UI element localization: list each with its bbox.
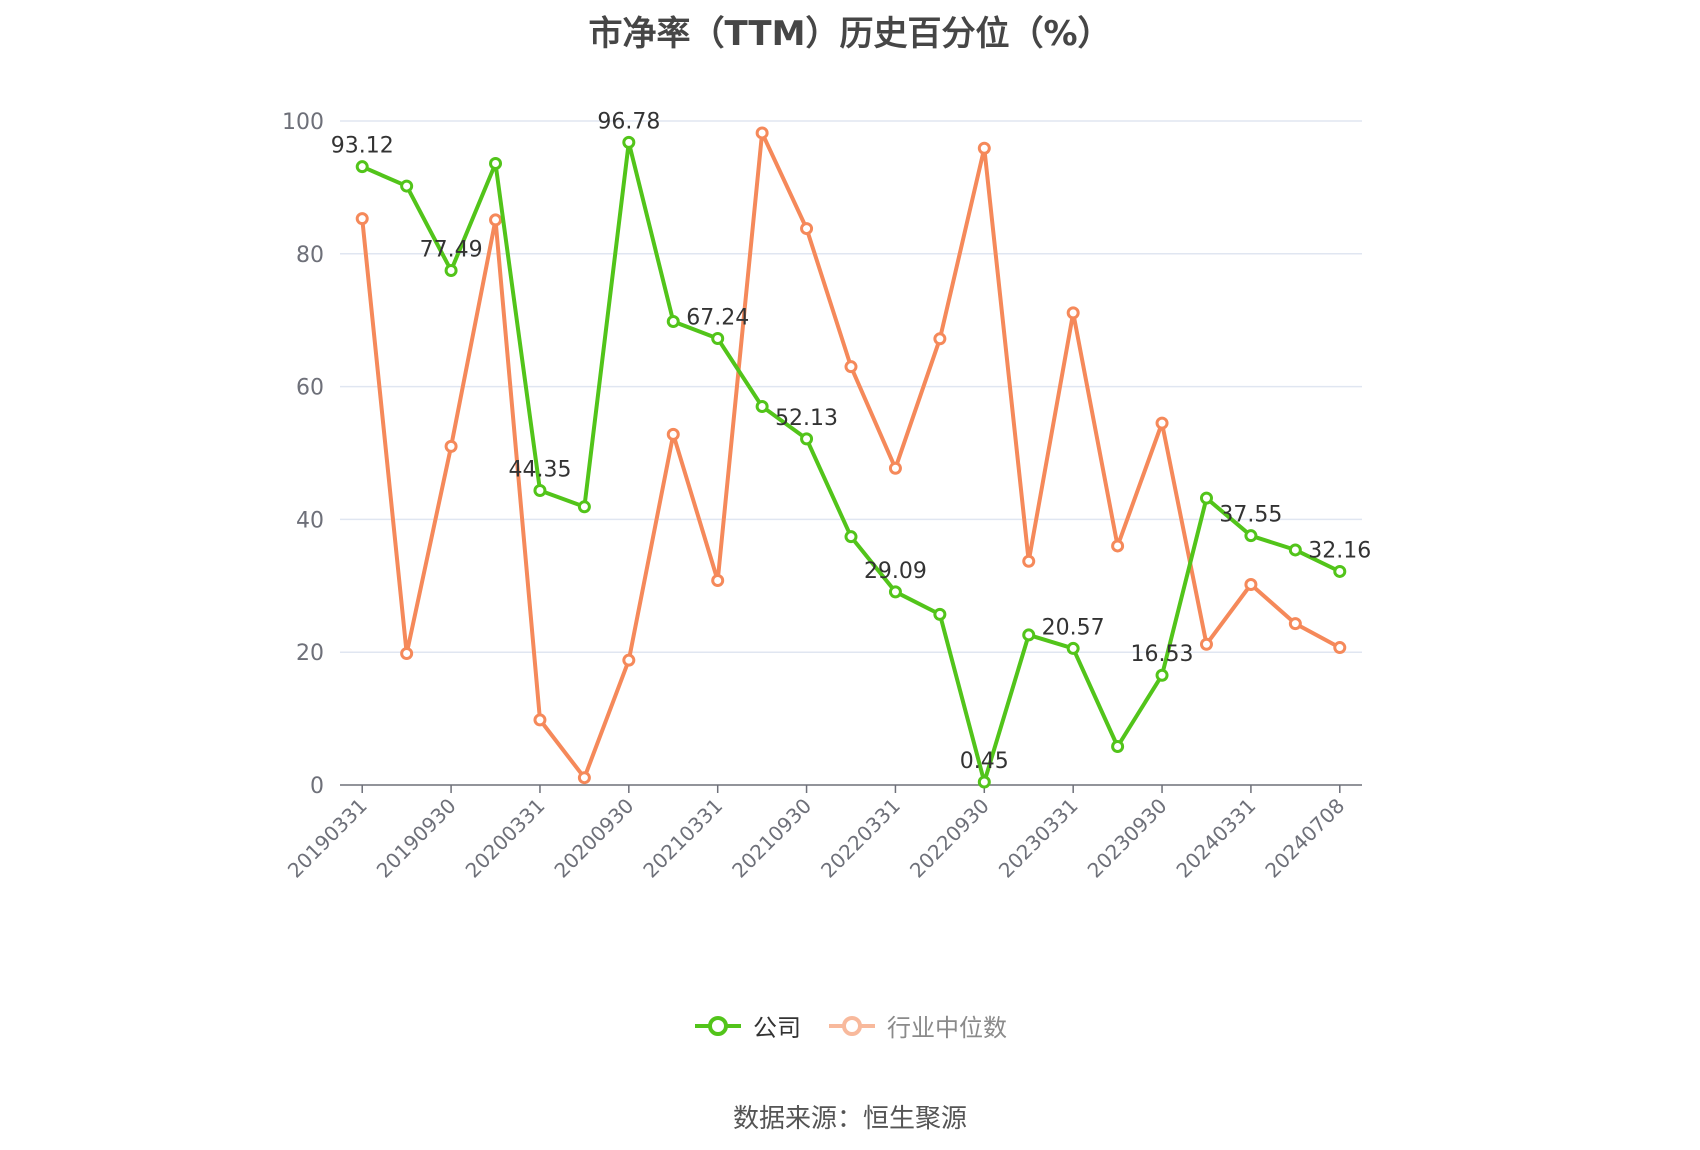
data-point[interactable]: [1155, 668, 1169, 682]
data-point[interactable]: [533, 484, 547, 498]
data-label: 29.09: [864, 559, 927, 584]
data-label: 52.13: [775, 406, 838, 431]
data-point[interactable]: [888, 461, 902, 475]
data-point[interactable]: [577, 771, 591, 785]
data-point[interactable]: [977, 775, 991, 789]
data-point[interactable]: [933, 332, 947, 346]
y-tick-label: 60: [296, 376, 324, 401]
data-point[interactable]: [977, 141, 991, 155]
data-point[interactable]: [1022, 628, 1036, 642]
series-line-1: [360, 131, 1341, 780]
data-point[interactable]: [1155, 416, 1169, 430]
data-label: 37.55: [1219, 503, 1282, 528]
legend-item-company[interactable]: 公司: [693, 1008, 801, 1043]
data-point[interactable]: [400, 647, 414, 661]
legend-swatch-company: [695, 1015, 741, 1036]
legend-swatch-industry-median: [829, 1015, 875, 1036]
data-point[interactable]: [622, 135, 636, 149]
data-point[interactable]: [666, 427, 680, 441]
x-tick-label: 20200930: [549, 794, 638, 883]
legend: 公司 行业中位数: [0, 1008, 1700, 1043]
data-label: 44.35: [508, 458, 571, 483]
data-point[interactable]: [444, 439, 458, 453]
data-point[interactable]: [355, 212, 369, 226]
x-tick-label: 20220331: [816, 794, 905, 883]
data-point[interactable]: [711, 573, 725, 587]
data-source: 数据来源：恒生聚源: [732, 1104, 967, 1134]
legend-item-industry-median[interactable]: 行业中位数: [827, 1008, 1007, 1043]
data-labels: 93.12 77.49 44.35 96.78 67.24 52.13 29.09 0.45 2…: [331, 109, 1372, 774]
data-label: 96.78: [597, 109, 660, 134]
y-tick-label: 80: [296, 243, 324, 268]
x-tick-label: 20240708: [1260, 794, 1349, 883]
x-axis: 20190331 20190930 20200331 20200930 20210331…: [283, 784, 1362, 883]
data-point[interactable]: [888, 585, 902, 599]
data-label: 0.45: [960, 749, 1009, 774]
data-label: 77.49: [420, 237, 483, 262]
data-point[interactable]: [622, 653, 636, 667]
data-point[interactable]: [1199, 637, 1213, 651]
data-point[interactable]: [355, 160, 369, 174]
data-point[interactable]: [755, 126, 769, 140]
data-point[interactable]: [1111, 539, 1125, 553]
legend-label-industry-median: 行业中位数: [887, 1014, 1007, 1042]
y-tick-label: 20: [296, 641, 324, 666]
data-point[interactable]: [444, 263, 458, 277]
x-tick-label: 20230930: [1083, 794, 1172, 883]
data-point[interactable]: [489, 156, 503, 170]
data-point[interactable]: [800, 432, 814, 446]
data-point[interactable]: [1244, 577, 1258, 591]
chart-title: 市净率（TTM）历史百分位（%）: [588, 14, 1112, 54]
data-point[interactable]: [577, 500, 591, 514]
data-point[interactable]: [800, 222, 814, 236]
data-point[interactable]: [1111, 739, 1125, 753]
data-point[interactable]: [1066, 306, 1080, 320]
data-point[interactable]: [489, 213, 503, 227]
data-point[interactable]: [711, 332, 725, 346]
data-point[interactable]: [1066, 641, 1080, 655]
data-label: 20.57: [1042, 615, 1105, 640]
series-group: [355, 126, 1347, 789]
data-point[interactable]: [1288, 543, 1302, 557]
x-tick-label: 20190930: [372, 794, 461, 883]
legend-label-company: 公司: [753, 1014, 801, 1042]
data-point[interactable]: [1288, 617, 1302, 631]
x-tick-label: 20220930: [905, 794, 994, 883]
grid-lines: [340, 120, 1362, 653]
data-point[interactable]: [844, 360, 858, 374]
data-point[interactable]: [666, 315, 680, 329]
data-label: 67.24: [686, 306, 749, 331]
data-point[interactable]: [400, 179, 414, 193]
x-tick-label: 20240331: [1171, 794, 1260, 883]
data-point[interactable]: [1333, 641, 1347, 655]
data-label: 16.53: [1131, 642, 1194, 667]
y-tick-label: 0: [310, 774, 324, 799]
data-label: 32.16: [1308, 538, 1371, 563]
x-tick-label: 20210331: [638, 794, 727, 883]
data-point[interactable]: [533, 713, 547, 727]
x-tick-label: 20200331: [461, 794, 550, 883]
data-point[interactable]: [755, 400, 769, 414]
x-tick-label: 20230331: [994, 794, 1083, 883]
data-point[interactable]: [844, 530, 858, 544]
y-axis-tick-labels: 0 20 40 60 80 100: [282, 110, 324, 799]
data-point[interactable]: [1244, 529, 1258, 543]
x-tick-label: 20190331: [283, 794, 372, 883]
data-point[interactable]: [1199, 491, 1213, 505]
data-label: 93.12: [331, 134, 394, 159]
x-tick-label: 20210930: [727, 794, 816, 883]
data-point[interactable]: [1022, 554, 1036, 568]
data-point[interactable]: [1333, 564, 1347, 578]
data-point[interactable]: [933, 607, 947, 621]
y-tick-label: 40: [296, 508, 324, 533]
y-tick-label: 100: [282, 110, 324, 135]
